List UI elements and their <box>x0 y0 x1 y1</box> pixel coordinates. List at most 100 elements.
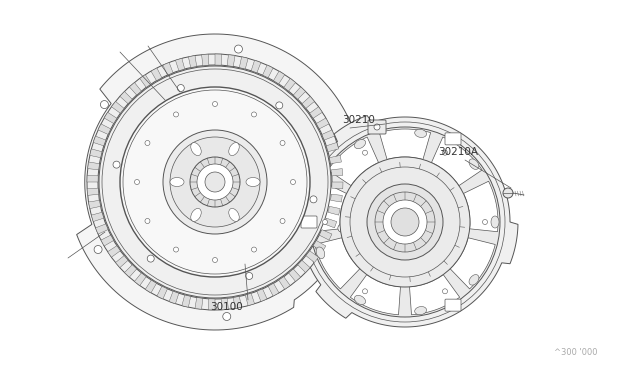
Polygon shape <box>98 124 111 134</box>
Circle shape <box>338 224 346 232</box>
Polygon shape <box>134 273 146 286</box>
Circle shape <box>223 312 231 321</box>
Polygon shape <box>326 142 339 152</box>
Polygon shape <box>293 87 305 99</box>
Circle shape <box>503 188 513 198</box>
Circle shape <box>391 208 419 236</box>
Wedge shape <box>328 137 379 186</box>
Text: 30100: 30100 <box>210 302 243 312</box>
Ellipse shape <box>170 177 184 186</box>
Polygon shape <box>284 78 296 91</box>
Circle shape <box>205 172 225 192</box>
Ellipse shape <box>355 140 365 149</box>
Circle shape <box>87 54 343 310</box>
Circle shape <box>310 127 500 317</box>
Polygon shape <box>188 55 196 68</box>
Polygon shape <box>120 92 132 104</box>
Polygon shape <box>157 286 168 299</box>
Circle shape <box>177 84 184 92</box>
Ellipse shape <box>415 307 427 315</box>
Polygon shape <box>316 118 329 129</box>
Text: ^300 '000: ^300 '000 <box>554 348 598 357</box>
Ellipse shape <box>415 129 427 137</box>
Ellipse shape <box>228 142 239 155</box>
Circle shape <box>323 219 328 224</box>
Ellipse shape <box>316 247 324 259</box>
Ellipse shape <box>246 177 260 186</box>
Polygon shape <box>302 96 314 108</box>
Ellipse shape <box>191 142 201 155</box>
Circle shape <box>280 218 285 224</box>
Polygon shape <box>262 65 273 78</box>
Circle shape <box>234 45 243 53</box>
Circle shape <box>362 150 367 155</box>
Wedge shape <box>380 129 431 160</box>
Circle shape <box>100 100 108 109</box>
Polygon shape <box>93 136 106 146</box>
Polygon shape <box>332 182 343 189</box>
Circle shape <box>134 180 140 185</box>
Circle shape <box>190 157 240 207</box>
Polygon shape <box>116 256 128 267</box>
Polygon shape <box>332 169 343 176</box>
Circle shape <box>375 192 435 252</box>
Text: 30210A: 30210A <box>438 147 478 157</box>
Circle shape <box>367 184 443 260</box>
Polygon shape <box>140 75 151 87</box>
Polygon shape <box>313 241 326 252</box>
Ellipse shape <box>491 216 499 228</box>
Circle shape <box>383 200 427 244</box>
Wedge shape <box>315 238 360 289</box>
Circle shape <box>212 102 218 106</box>
Circle shape <box>170 137 260 227</box>
Circle shape <box>163 130 267 234</box>
Circle shape <box>350 167 460 277</box>
Polygon shape <box>202 54 209 65</box>
FancyBboxPatch shape <box>301 216 317 228</box>
Polygon shape <box>279 277 290 289</box>
Polygon shape <box>322 130 335 140</box>
Circle shape <box>170 253 175 258</box>
Circle shape <box>280 141 285 145</box>
Polygon shape <box>88 162 99 170</box>
Circle shape <box>173 247 179 252</box>
Polygon shape <box>87 175 98 182</box>
Circle shape <box>123 90 307 274</box>
Polygon shape <box>90 149 102 158</box>
Ellipse shape <box>228 208 239 221</box>
Circle shape <box>291 180 296 185</box>
Polygon shape <box>330 155 341 164</box>
Circle shape <box>147 255 154 262</box>
Circle shape <box>98 65 332 299</box>
Circle shape <box>99 66 331 298</box>
Circle shape <box>145 218 150 224</box>
Circle shape <box>102 69 328 295</box>
Circle shape <box>442 150 447 155</box>
Circle shape <box>340 157 470 287</box>
Wedge shape <box>450 238 495 289</box>
Circle shape <box>362 289 367 294</box>
FancyBboxPatch shape <box>445 133 461 145</box>
Circle shape <box>197 164 233 200</box>
Polygon shape <box>234 296 242 308</box>
Circle shape <box>252 112 257 117</box>
Polygon shape <box>239 57 248 69</box>
Polygon shape <box>330 194 342 202</box>
Polygon shape <box>195 298 203 309</box>
Polygon shape <box>310 107 323 118</box>
Polygon shape <box>87 188 99 195</box>
Polygon shape <box>145 280 157 293</box>
Circle shape <box>286 222 291 227</box>
Circle shape <box>442 289 447 294</box>
Circle shape <box>139 137 144 142</box>
Polygon shape <box>227 55 235 67</box>
Ellipse shape <box>191 208 201 221</box>
Circle shape <box>120 87 310 277</box>
Circle shape <box>305 122 505 322</box>
Polygon shape <box>151 68 162 81</box>
Polygon shape <box>273 71 285 84</box>
FancyBboxPatch shape <box>368 120 386 134</box>
Wedge shape <box>350 275 401 315</box>
Polygon shape <box>306 251 319 263</box>
Circle shape <box>113 161 120 168</box>
